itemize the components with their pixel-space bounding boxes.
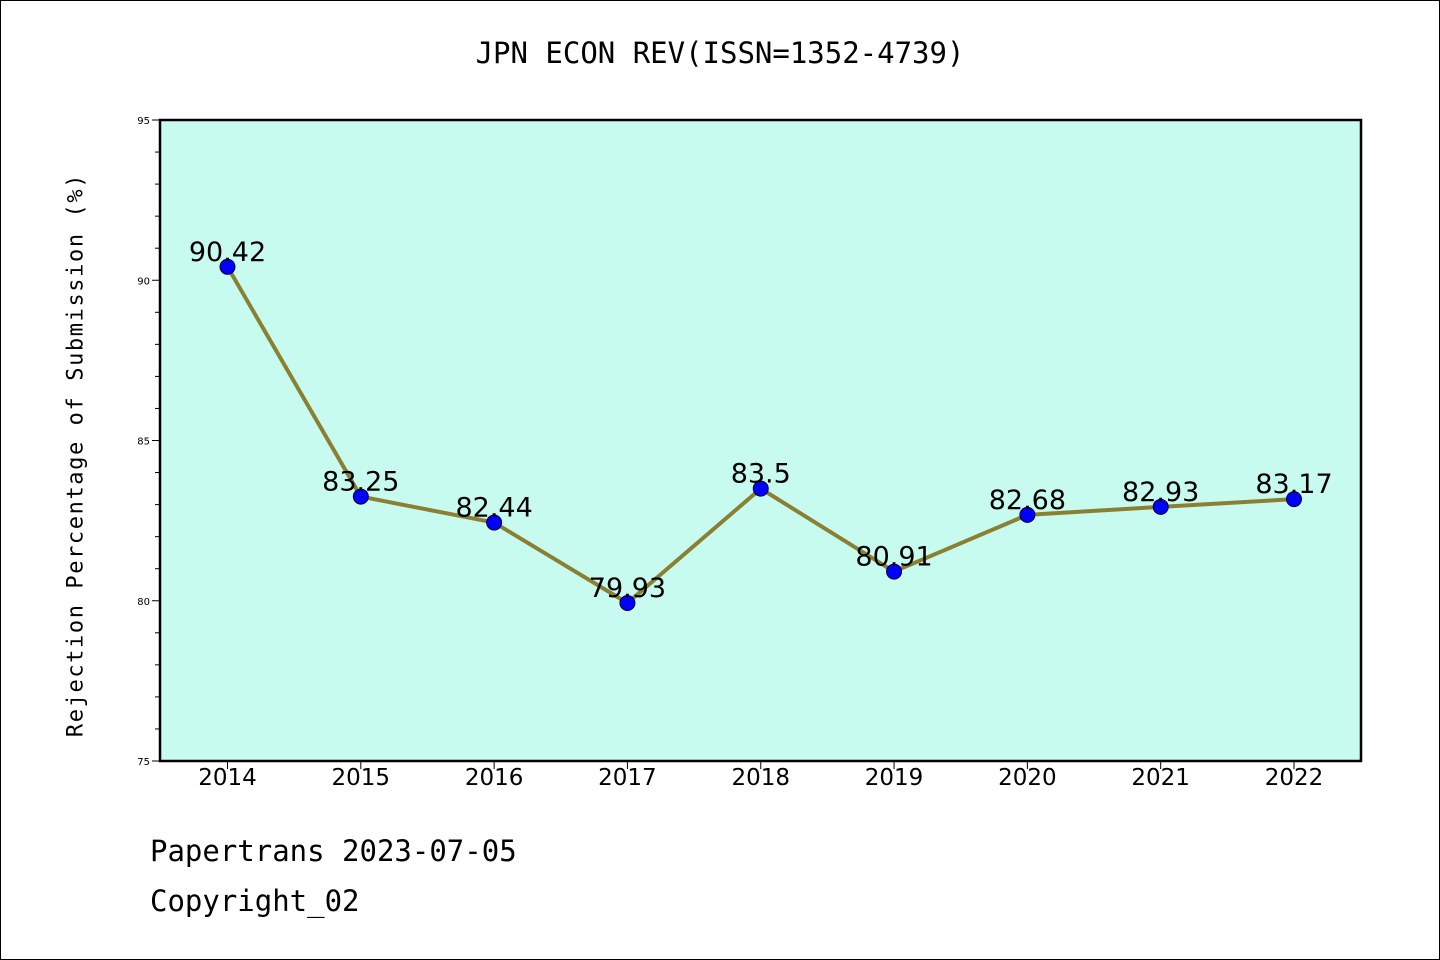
footer-copyright: Copyright_02: [150, 884, 360, 918]
x-tick-label: 2016: [465, 765, 524, 791]
x-tick-label: 2021: [1131, 765, 1190, 791]
data-point: [486, 514, 503, 531]
data-point: [1286, 491, 1302, 508]
y-tick-label: 90: [137, 276, 150, 287]
x-tick-label: 2018: [731, 765, 790, 791]
y-tick-label: 75: [137, 757, 150, 768]
data-label: 83.5: [731, 459, 791, 490]
x-tick-label: 2022: [1265, 765, 1324, 791]
y-tick-label: 80: [137, 597, 150, 608]
data-label: 90.42: [189, 237, 266, 268]
data-label: 80.91: [855, 542, 932, 573]
data-point: [752, 480, 769, 497]
x-tick-label: 2020: [998, 765, 1057, 791]
data-point: [1152, 498, 1169, 515]
data-label: 82.93: [1122, 477, 1199, 508]
data-point: [219, 258, 236, 275]
plot-frame: [158, 118, 1363, 763]
data-point: [1019, 506, 1036, 523]
x-tick-label: 2019: [865, 765, 924, 791]
y-axis-ticks: 75 80 85 90 95: [137, 116, 160, 768]
data-label: 83.17: [1255, 469, 1332, 500]
data-labels: 90.42 83.25 82.44 79.93 83.5 80.91 82.68 82.93 8…: [189, 237, 1333, 604]
chart-title: JPN ECON REV(ISSN=1352-4739): [475, 36, 965, 70]
data-point: [352, 488, 369, 505]
x-tick-label: 2017: [598, 765, 657, 791]
data-label: 82.44: [455, 493, 532, 524]
data-label: 79.93: [589, 573, 666, 604]
footer-source: Papertrans 2023-07-05: [150, 834, 517, 868]
plot-area: [160, 120, 1361, 761]
data-label: 82.68: [989, 485, 1066, 516]
x-axis-ticks: 2014 2015 2016 2017 2018 2019 2020 2021 2022: [198, 761, 1323, 791]
x-tick-label: 2015: [332, 765, 391, 791]
data-point: [619, 594, 636, 611]
y-tick-label: 95: [137, 116, 150, 127]
series-markers: [219, 258, 1302, 611]
x-tick-label: 2014: [198, 765, 257, 791]
data-label: 83.25: [322, 467, 399, 498]
y-tick-label: 85: [137, 437, 150, 448]
data-point: [886, 563, 903, 580]
